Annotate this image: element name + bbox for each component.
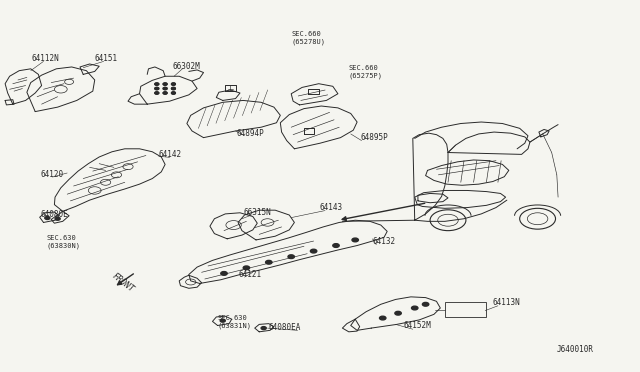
Text: J640010R: J640010R (557, 345, 594, 354)
Text: 64894P: 64894P (237, 129, 264, 138)
Circle shape (220, 319, 225, 322)
Circle shape (163, 83, 167, 85)
Circle shape (412, 306, 418, 310)
Text: 66302M: 66302M (173, 62, 200, 71)
Circle shape (261, 327, 266, 330)
Circle shape (243, 266, 250, 270)
Circle shape (310, 249, 317, 253)
Text: 64152M: 64152M (403, 321, 431, 330)
Text: 64151: 64151 (95, 54, 118, 63)
Circle shape (155, 92, 159, 94)
Circle shape (163, 92, 167, 94)
Text: 64080E: 64080E (40, 211, 68, 219)
Circle shape (155, 87, 159, 90)
Text: SEC.630: SEC.630 (46, 235, 76, 241)
Circle shape (172, 83, 175, 85)
Circle shape (172, 87, 175, 90)
Text: 66315N: 66315N (243, 208, 271, 217)
Circle shape (155, 92, 159, 94)
Circle shape (333, 244, 339, 247)
Circle shape (266, 260, 272, 264)
Circle shape (55, 217, 60, 220)
Text: 64132: 64132 (372, 237, 396, 246)
Text: 64080EA: 64080EA (269, 323, 301, 332)
Text: 64113N: 64113N (493, 298, 520, 307)
Text: SEC.660: SEC.660 (349, 65, 378, 71)
Circle shape (155, 83, 159, 85)
Circle shape (45, 217, 50, 219)
Circle shape (163, 83, 167, 85)
Circle shape (172, 83, 175, 85)
Circle shape (288, 255, 294, 259)
Text: (63831N): (63831N) (218, 323, 252, 329)
Text: FRONT: FRONT (110, 272, 135, 294)
Circle shape (172, 87, 175, 90)
Circle shape (395, 311, 401, 315)
Circle shape (172, 92, 175, 94)
Circle shape (163, 87, 167, 90)
Circle shape (352, 238, 358, 242)
Text: (63830N): (63830N) (46, 243, 80, 249)
Circle shape (163, 87, 167, 90)
Text: 64142: 64142 (159, 150, 182, 159)
Circle shape (221, 272, 227, 275)
Circle shape (422, 302, 429, 306)
Circle shape (163, 92, 167, 94)
Text: (65275P): (65275P) (349, 73, 383, 79)
Circle shape (155, 87, 159, 90)
Circle shape (172, 92, 175, 94)
Text: SEC.630: SEC.630 (218, 315, 247, 321)
Text: (65278U): (65278U) (291, 39, 325, 45)
Bar (445, 302, 486, 317)
Text: 64895P: 64895P (360, 133, 388, 142)
Text: 64121: 64121 (238, 270, 261, 279)
Circle shape (380, 316, 386, 320)
Text: 64120: 64120 (40, 170, 63, 179)
Text: SEC.660: SEC.660 (291, 31, 321, 37)
Text: 64143: 64143 (320, 203, 343, 212)
Circle shape (155, 83, 159, 85)
Text: 64112N: 64112N (32, 54, 60, 63)
